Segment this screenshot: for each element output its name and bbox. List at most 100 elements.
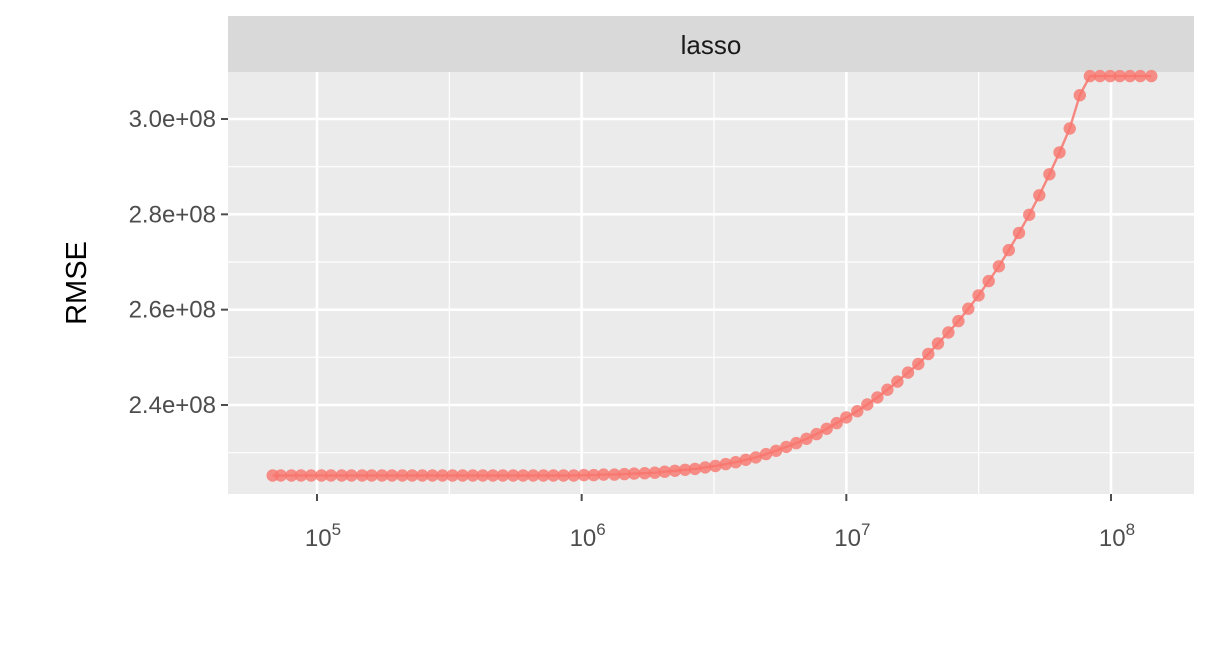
data-point	[537, 469, 550, 482]
data-point	[1012, 226, 1026, 240]
y-tick-label: 3.0e+08	[129, 106, 216, 133]
data-point	[1093, 69, 1107, 83]
data-point	[922, 347, 935, 361]
data-point	[749, 451, 762, 464]
data-point	[516, 469, 530, 482]
data-point	[587, 468, 600, 482]
data-point	[972, 289, 985, 302]
data-point	[1083, 69, 1097, 83]
data-point	[1145, 69, 1158, 83]
data-point	[759, 447, 773, 461]
data-point	[527, 469, 540, 482]
data-point	[901, 366, 915, 379]
minor-gridlines	[228, 72, 1194, 494]
y-tick-label: 2.8e+08	[129, 201, 216, 228]
data-point	[426, 469, 439, 482]
data-point	[881, 383, 894, 396]
data-point	[396, 469, 409, 482]
data-point	[699, 461, 712, 474]
data-point	[709, 459, 722, 473]
data-point	[840, 411, 853, 424]
data-point	[375, 469, 389, 482]
data-point	[304, 469, 318, 482]
data-point	[274, 469, 287, 482]
x-axis: 105 106 107 108	[305, 494, 1135, 552]
data-point	[628, 467, 641, 480]
x-tick-label: 106	[570, 520, 606, 552]
data-point	[830, 416, 843, 430]
data-point	[1033, 189, 1046, 202]
data-point	[597, 468, 610, 481]
data-point	[1053, 146, 1066, 159]
data-point	[729, 456, 742, 469]
data-point	[496, 469, 510, 482]
series-points	[266, 69, 1158, 482]
data-point	[1113, 69, 1127, 83]
strip-background	[228, 16, 1194, 72]
data-point	[315, 469, 328, 482]
data-point	[345, 469, 358, 482]
data-point	[1002, 243, 1015, 257]
data-point	[719, 457, 732, 471]
plot-panel	[228, 72, 1194, 494]
data-point	[769, 444, 783, 457]
data-point	[871, 391, 884, 404]
data-point	[466, 469, 479, 482]
data-point	[1073, 89, 1087, 102]
data-point	[456, 469, 469, 482]
data-point	[335, 469, 348, 482]
x-tick-label: 107	[834, 520, 870, 552]
data-point	[942, 326, 955, 339]
data-point	[780, 440, 793, 454]
data-point	[416, 469, 429, 482]
data-point	[1022, 208, 1036, 221]
data-point	[861, 398, 874, 411]
data-point	[324, 469, 338, 482]
x-tick-label: 108	[1099, 520, 1135, 552]
x-tick-label: 105	[305, 520, 341, 552]
data-point	[547, 469, 560, 482]
data-point	[285, 469, 298, 482]
data-point	[992, 260, 1006, 273]
y-tick-label: 2.4e+08	[129, 392, 216, 419]
y-tick-label: 2.6e+08	[129, 297, 216, 324]
data-point	[557, 469, 570, 482]
data-point	[891, 375, 904, 388]
data-point	[507, 469, 520, 482]
data-point	[365, 469, 378, 482]
data-point	[851, 405, 864, 418]
data-point	[476, 469, 489, 482]
data-point	[668, 464, 682, 477]
data-point	[1043, 168, 1056, 181]
data-point	[638, 467, 651, 480]
y-axis: 2.4e+08 2.6e+08 2.8e+08 3.0e+08	[129, 106, 228, 419]
data-point	[820, 422, 833, 435]
data-point	[294, 469, 308, 482]
data-point	[1134, 69, 1147, 83]
data-point	[739, 453, 752, 466]
y-axis-title: RMSE	[61, 241, 93, 325]
data-point	[406, 469, 419, 482]
data-point	[1104, 69, 1117, 83]
data-point	[790, 436, 803, 450]
data-point	[982, 274, 995, 288]
data-point	[436, 469, 449, 482]
data-point	[810, 427, 823, 441]
data-point	[962, 302, 975, 315]
data-point	[678, 463, 692, 476]
data-point	[952, 314, 965, 328]
data-point	[648, 466, 661, 479]
data-point	[912, 357, 925, 371]
data-point	[567, 469, 580, 482]
data-point	[800, 432, 813, 445]
data-point	[486, 469, 500, 482]
data-point	[577, 468, 591, 482]
data-point	[688, 462, 702, 476]
panel-strip-title: lasso	[681, 30, 742, 60]
data-point	[355, 469, 369, 482]
data-point	[1123, 69, 1137, 83]
data-point	[608, 468, 621, 481]
data-point	[446, 469, 459, 482]
data-point	[1063, 122, 1076, 135]
